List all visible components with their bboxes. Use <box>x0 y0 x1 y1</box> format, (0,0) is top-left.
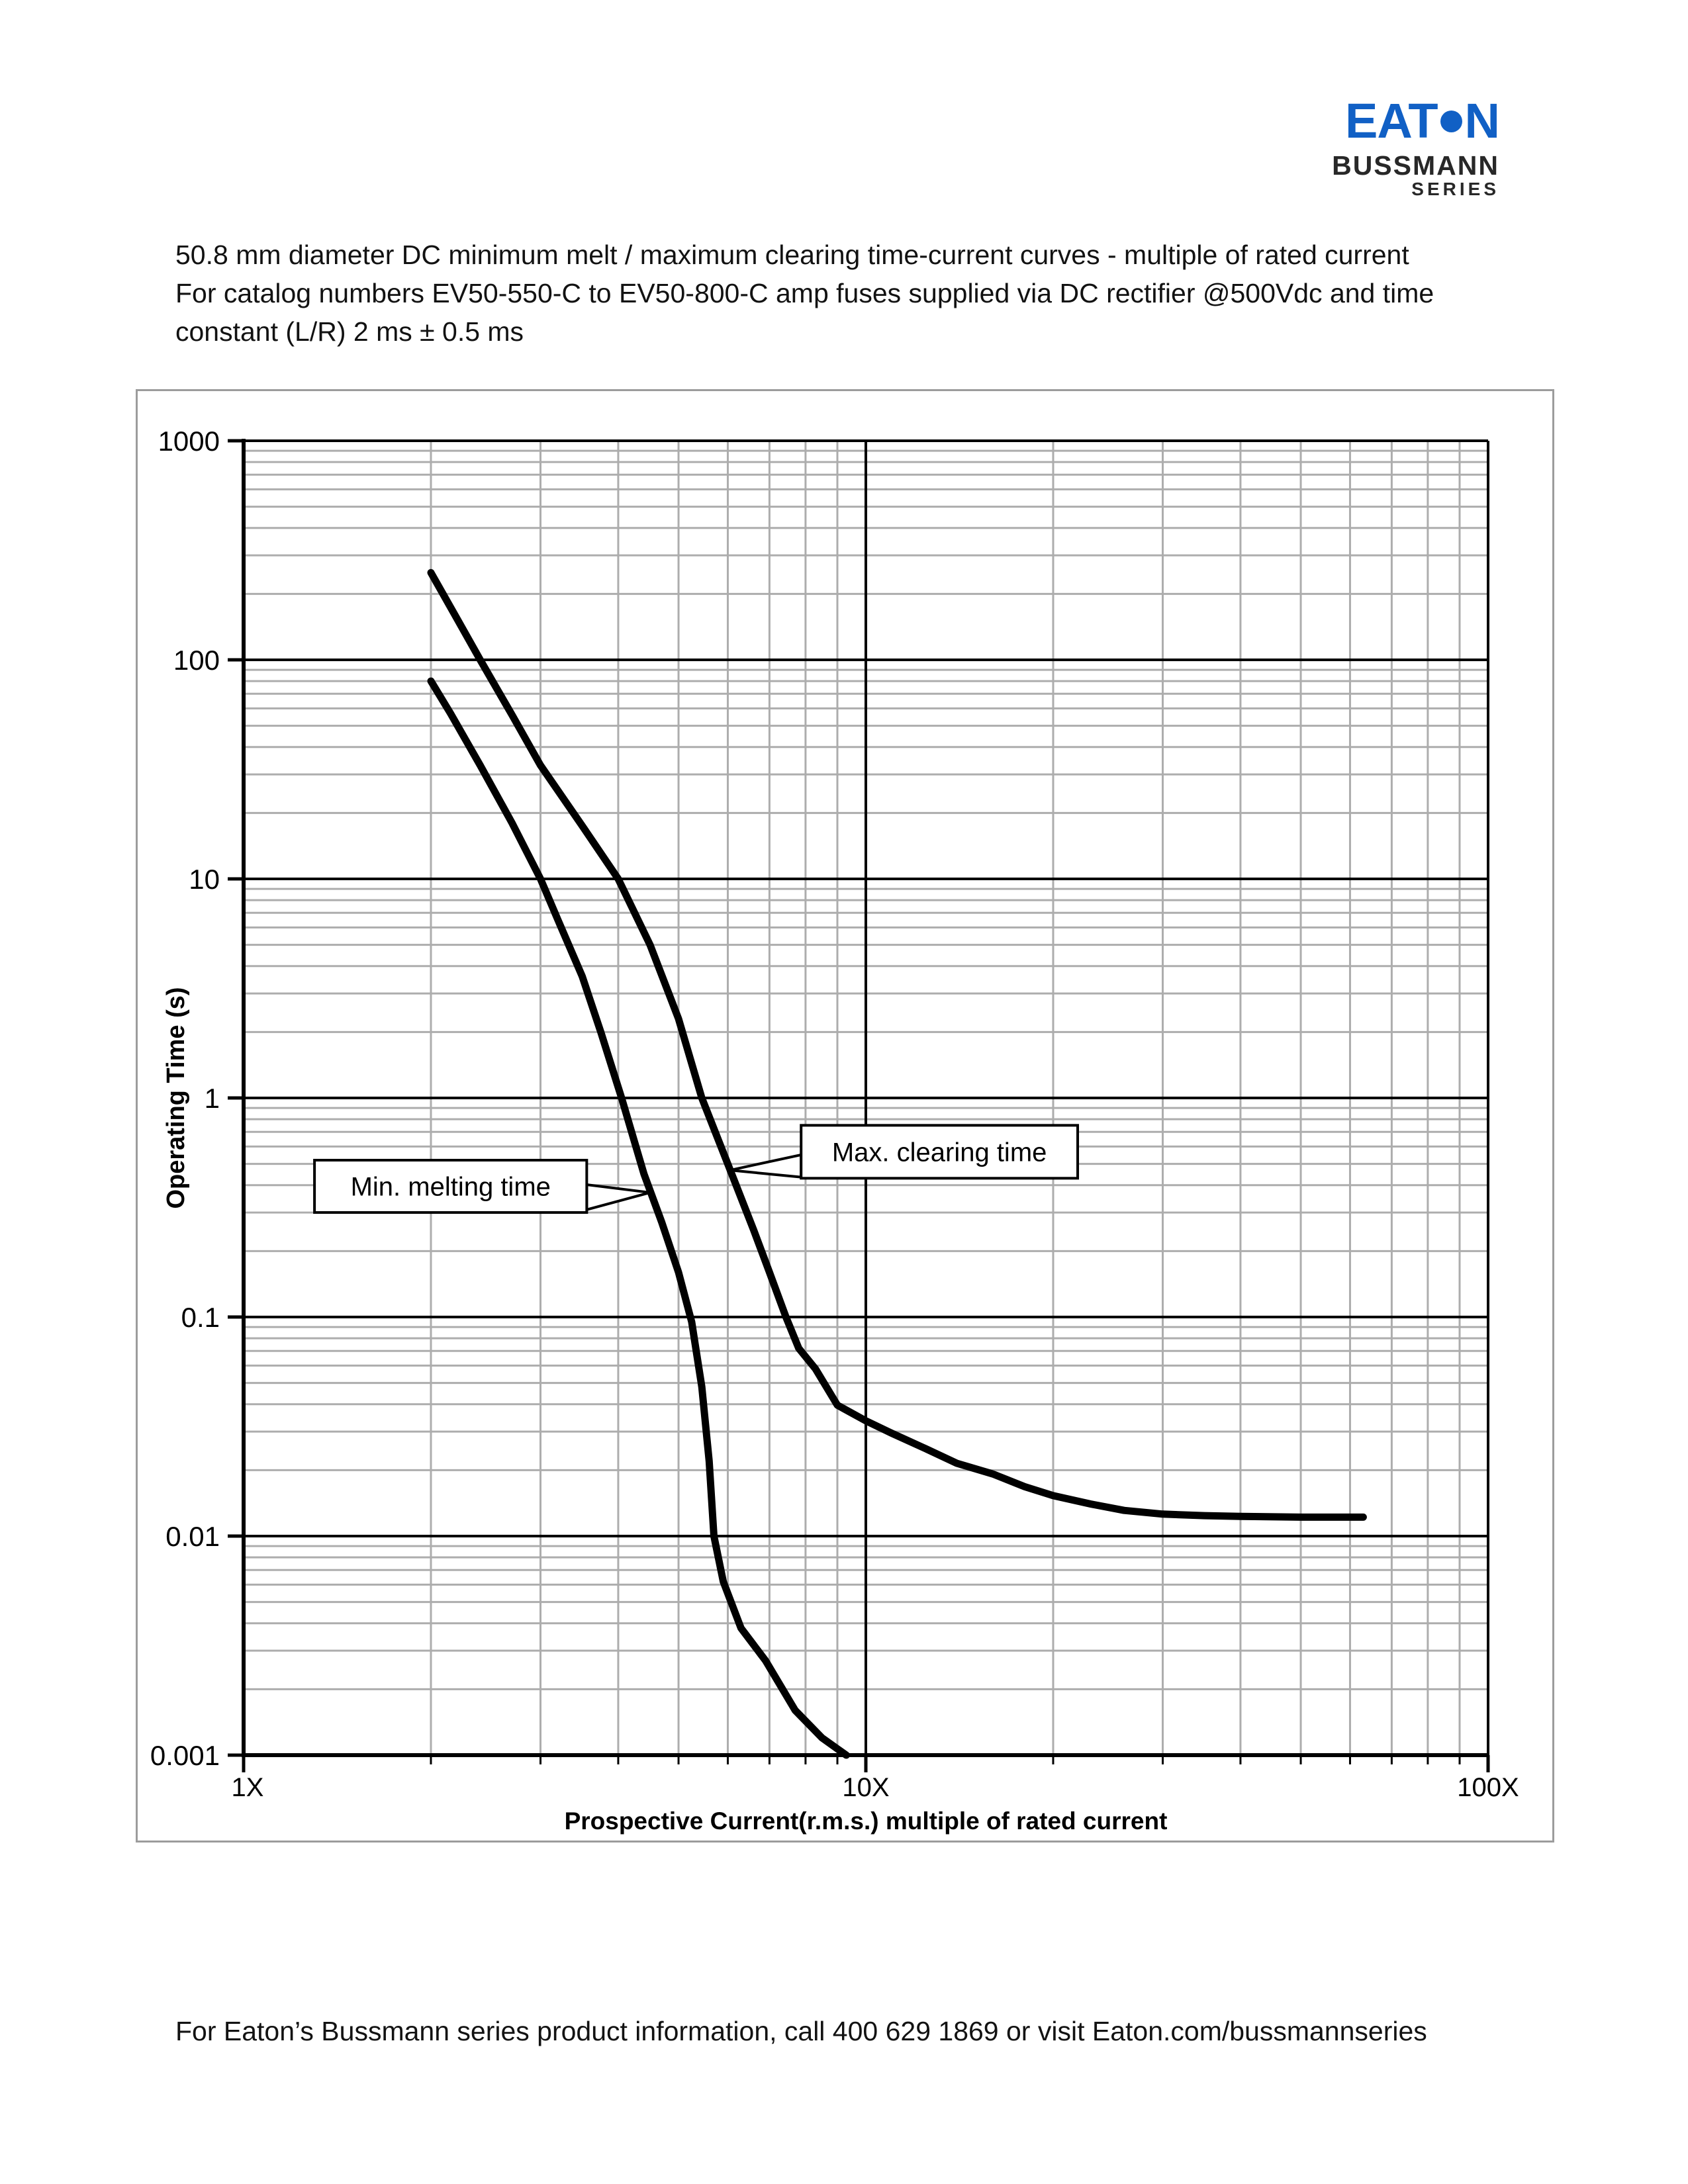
x-axis-title: Prospective Current(r.m.s.) multiple of … <box>565 1807 1168 1835</box>
series-min-melting-time <box>427 677 850 1759</box>
svg-text:10X: 10X <box>842 1773 889 1802</box>
callout-label: Max. clearing time <box>832 1138 1047 1167</box>
chart-frame <box>136 389 1554 1843</box>
svg-text:1X: 1X <box>232 1773 264 1802</box>
callout-max-clearing-time: Max. clearing time <box>728 1124 1080 1180</box>
svg-text:0.01: 0.01 <box>165 1521 220 1552</box>
callout-box <box>313 1159 588 1214</box>
svg-text:100X: 100X <box>1457 1773 1519 1802</box>
title-line-3: constant (L/R) 2 ms ± 0.5 ms <box>175 316 524 347</box>
series-wordmark: SERIES <box>1411 179 1499 199</box>
series-max-clearing-time <box>427 569 1367 1521</box>
y-tick-labels: 1000 100 10 1 0.1 0.01 0.001 <box>150 426 220 1771</box>
svg-text:1000: 1000 <box>158 426 220 457</box>
page-title: 50.8 mm diameter DC minimum melt / maxim… <box>175 236 1499 351</box>
callout-pointer <box>728 1153 803 1179</box>
eaton-letters-left: EAT <box>1345 93 1438 148</box>
callout-label: Min. melting time <box>351 1173 551 1202</box>
bussmann-wordmark: BUSSMANN <box>1332 150 1499 181</box>
svg-text:0.1: 0.1 <box>181 1302 220 1333</box>
title-line-2: For catalog numbers EV50-550-C to EV50-8… <box>175 278 1434 308</box>
eaton-bussmann-logo: EAT N BUSSMANN SERIES <box>1321 93 1500 199</box>
callout-min-melting-time: Min. melting time <box>313 1159 652 1214</box>
y-axis-title: Operating Time (s) <box>162 987 190 1208</box>
x-tick-labels: 1X 10X 100X <box>232 1773 1519 1802</box>
svg-text:100: 100 <box>173 645 220 676</box>
eaton-letter-n: N <box>1464 93 1500 148</box>
title-line-1: 50.8 mm diameter DC minimum melt / maxim… <box>175 240 1409 270</box>
eaton-wordmark: EAT N <box>1321 93 1500 148</box>
svg-text:10: 10 <box>189 864 220 895</box>
x-axis-minor-ticks <box>430 1755 1461 1764</box>
svg-text:1: 1 <box>205 1083 220 1114</box>
axis-ticks <box>228 439 1490 1772</box>
svg-text:0.001: 0.001 <box>150 1740 220 1771</box>
eaton-dot-icon <box>1440 110 1462 132</box>
footer-contact-line: For Eaton’s Bussmann series product info… <box>175 2016 1427 2046</box>
callout-box <box>800 1124 1080 1180</box>
